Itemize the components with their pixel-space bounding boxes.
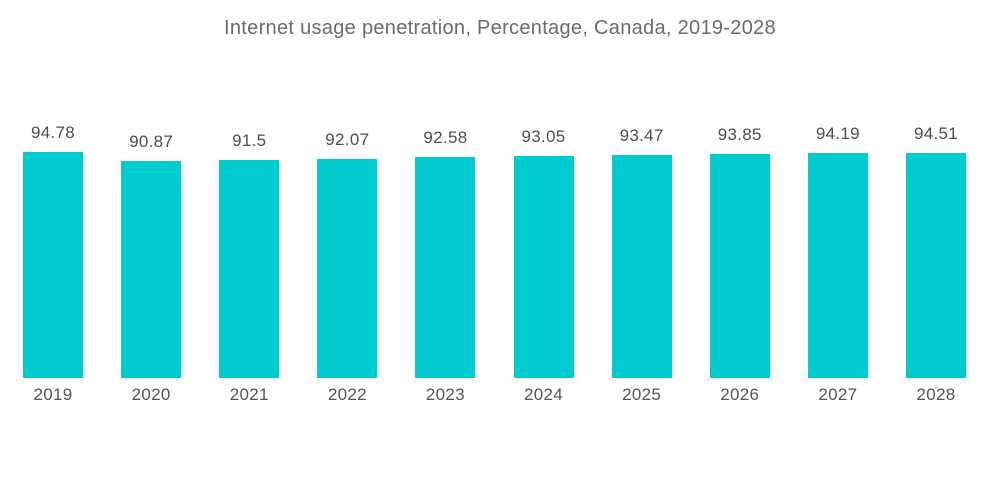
chart-title: Internet usage penetration, Percentage, … [224, 17, 776, 39]
bar-column: 94.19 2027 [807, 124, 868, 405]
bar-value-label: 93.05 [521, 127, 566, 147]
bar-value-label: 92.07 [325, 129, 370, 149]
bar-column: 92.58 2023 [415, 128, 476, 405]
x-axis-label: 2027 [818, 385, 858, 404]
x-axis-label: 2020 [131, 385, 171, 404]
bar [905, 152, 966, 378]
x-axis-label: 2023 [425, 385, 465, 404]
bar-column: 94.78 2019 [23, 123, 83, 405]
bar [317, 158, 378, 378]
bar-value-label: 93.47 [619, 126, 664, 146]
bar-column: 93.05 2024 [513, 127, 574, 405]
bar [23, 152, 83, 378]
x-axis-label: 2024 [524, 385, 564, 404]
bar-value-label: 94.19 [815, 124, 860, 144]
bar [121, 161, 182, 378]
bar [219, 159, 280, 378]
bar-value-label: 90.87 [129, 132, 174, 152]
x-axis-label: 2028 [916, 385, 956, 404]
bar-value-label: 94.78 [30, 123, 76, 143]
bar-column: 93.47 2025 [611, 126, 672, 405]
x-axis-label: 2022 [327, 385, 367, 404]
bar-column: 93.85 2026 [709, 125, 770, 405]
bar [807, 153, 868, 378]
bar-value-label: 91.5 [232, 130, 267, 150]
x-axis-label: 2021 [229, 385, 269, 404]
x-axis-label: 2025 [622, 385, 662, 404]
bar-column: 92.07 2022 [317, 129, 378, 405]
plot-area: 94.78 2019 90.87 2020 91.5 2021 92.07 2022 92.58… [23, 110, 966, 405]
bar-value-label: 94.51 [913, 123, 958, 143]
bar [415, 157, 476, 378]
bar-value-label: 93.85 [717, 125, 762, 145]
bar-column: 94.51 2028 [905, 123, 966, 405]
bar [611, 155, 672, 378]
bar [513, 156, 574, 378]
bar-column: 90.87 2020 [121, 132, 182, 405]
bar [709, 154, 770, 378]
x-axis-label: 2019 [33, 385, 73, 404]
bar-column: 91.5 2021 [219, 130, 280, 405]
x-axis-label: 2026 [720, 385, 760, 404]
bar-value-label: 92.58 [423, 128, 468, 148]
